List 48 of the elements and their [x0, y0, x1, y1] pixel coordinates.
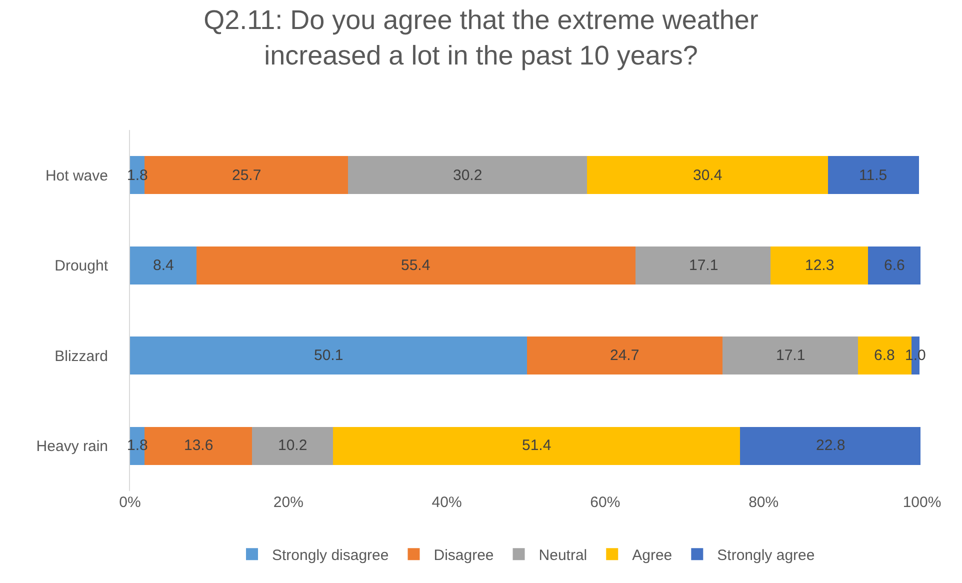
data-label: 1.0: [905, 347, 926, 364]
y-tick-label: Heavy rain: [36, 438, 108, 456]
data-label: 55.4: [401, 257, 430, 274]
data-label: 17.1: [776, 347, 806, 364]
bar: [828, 156, 919, 194]
legend-label: Agree: [632, 547, 672, 564]
data-label: 22.8: [816, 437, 846, 454]
bar: [130, 336, 527, 375]
bar: [740, 426, 920, 465]
data-label: 11.5: [859, 167, 888, 184]
data-label: 10.2: [278, 437, 308, 454]
legend-label: Disagree: [434, 547, 494, 564]
data-label: 13.6: [184, 437, 214, 454]
data-label: 24.7: [610, 347, 640, 364]
data-label: 50.1: [314, 347, 344, 364]
bar: [526, 336, 722, 375]
legend-label: Strongly disagree: [272, 547, 389, 564]
x-tick-label: 100%: [902, 494, 942, 511]
bar: [130, 246, 197, 284]
bar: [770, 246, 868, 284]
y-tick-label: Hot wave: [45, 167, 108, 184]
bar: [635, 246, 771, 284]
legend-label: Neutral: [538, 547, 588, 564]
bar: [868, 246, 920, 284]
data-label: 51.4: [522, 437, 552, 454]
data-label: 8.4: [153, 257, 174, 274]
bar: [332, 426, 740, 465]
bar: [252, 426, 333, 465]
x-tick-label: 80%: [748, 494, 779, 511]
x-tick-label: 20%: [273, 494, 304, 511]
chart-title: Q2.11: Do you agree that the extreme weather increased a lot in the past 10 years?: [204, 5, 758, 70]
bar: [196, 246, 636, 284]
data-label: 25.7: [232, 167, 262, 184]
y-tick-label: Drought: [54, 258, 109, 275]
legend-label: Strongly agree: [717, 547, 815, 564]
data-label: 17.1: [689, 257, 718, 274]
bar: [348, 156, 587, 194]
data-label: 6.8: [874, 347, 895, 364]
bar: [586, 156, 828, 194]
data-label: 6.6: [884, 257, 905, 274]
y-tick-label: Blizzard: [54, 348, 108, 365]
x-tick-label: 0%: [119, 494, 141, 511]
x-tick-label: 60%: [590, 494, 620, 511]
x-tick-label: 40%: [432, 494, 462, 511]
data-label: 30.4: [693, 167, 722, 184]
data-label: 30.2: [453, 167, 482, 184]
bar: [722, 336, 858, 375]
data-label: 12.3: [805, 257, 834, 274]
